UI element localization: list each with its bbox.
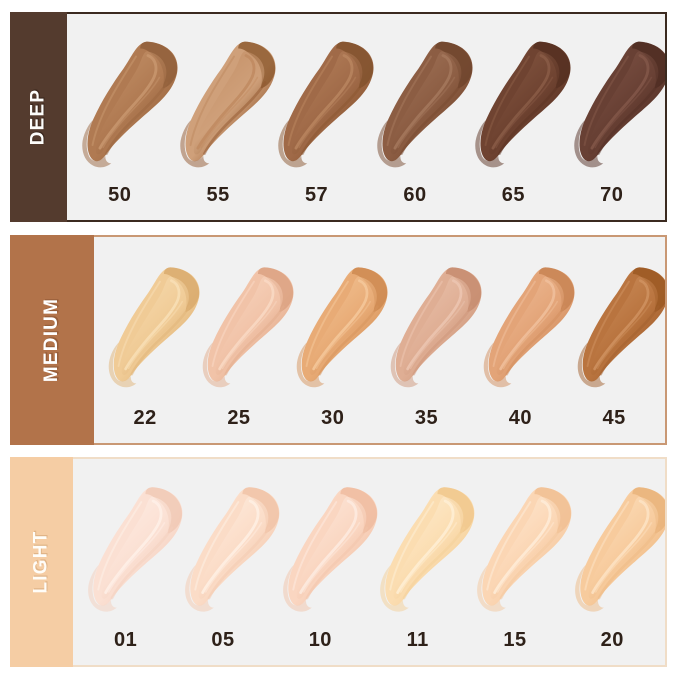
shade-swatch[interactable]: 01 xyxy=(77,459,183,665)
foundation-smear-icon xyxy=(71,20,178,183)
shade-swatch[interactable]: 70 xyxy=(563,14,665,220)
foundation-smear-icon xyxy=(366,20,473,183)
shade-swatch[interactable]: 30 xyxy=(286,237,388,443)
shade-swatch[interactable]: 40 xyxy=(473,237,575,443)
foundation-smear-icon xyxy=(98,243,200,406)
band-panel-deep: 50 55 57 60 65 70 xyxy=(66,12,667,222)
band-label-medium: MEDIUM xyxy=(10,234,95,445)
shade-swatch[interactable]: 05 xyxy=(174,459,280,665)
foundation-smear-icon xyxy=(174,465,280,628)
shade-swatch[interactable]: 57 xyxy=(267,14,374,220)
foundation-smear-icon xyxy=(466,465,572,628)
shade-swatch[interactable]: 10 xyxy=(272,459,377,665)
band-label-text: DEEP xyxy=(27,88,49,146)
foundation-smear-icon xyxy=(272,465,377,628)
swatch-row-deep: 50 55 57 60 65 70 xyxy=(67,14,665,220)
shade-number-label: 25 xyxy=(227,406,251,429)
band-panel-light: 01 05 10 11 15 20 xyxy=(73,457,667,667)
shade-number-label: 11 xyxy=(406,629,429,651)
shade-number-label: 50 xyxy=(108,184,132,206)
foundation-smear-icon xyxy=(564,465,665,628)
shade-swatch[interactable]: 50 xyxy=(71,14,178,220)
shade-swatch[interactable]: 20 xyxy=(564,459,665,665)
shade-swatch[interactable]: 60 xyxy=(366,14,473,220)
shade-swatch[interactable]: 22 xyxy=(98,237,200,443)
shade-number-label: 30 xyxy=(321,406,345,429)
shade-band-deep: DEEP 50 55 57 60 65 70 xyxy=(10,12,667,222)
shade-number-label: 10 xyxy=(308,629,332,651)
shade-swatch[interactable]: 35 xyxy=(380,237,482,443)
shade-swatch[interactable]: 25 xyxy=(192,237,294,443)
shade-number-label: 20 xyxy=(600,629,624,651)
shade-number-label: 01 xyxy=(114,629,138,651)
shade-number-label: 57 xyxy=(304,184,329,206)
shade-swatch[interactable]: 65 xyxy=(464,14,571,220)
foundation-smear-icon xyxy=(473,243,575,406)
shade-band-medium: MEDIUM 22 25 30 35 40 45 xyxy=(10,234,667,445)
swatch-row-medium: 22 25 30 35 40 45 xyxy=(94,237,666,443)
shade-swatch[interactable]: 45 xyxy=(567,237,666,443)
band-label-light: LIGHT xyxy=(10,457,73,667)
shade-number-label: 35 xyxy=(414,406,439,429)
shade-number-label: 70 xyxy=(600,184,624,206)
shade-number-label: 40 xyxy=(508,406,532,429)
foundation-smear-icon xyxy=(169,20,276,183)
band-label-deep: DEEP xyxy=(10,12,67,222)
shade-number-label: 22 xyxy=(133,406,157,429)
foundation-smear-icon xyxy=(380,243,482,406)
band-label-text: LIGHT xyxy=(30,530,52,594)
shade-number-label: 55 xyxy=(206,184,230,206)
swatch-row-light: 01 05 10 11 15 20 xyxy=(73,459,665,665)
foundation-smear-icon xyxy=(369,465,475,628)
shade-number-label: 65 xyxy=(501,184,525,206)
band-panel-medium: 22 25 30 35 40 45 xyxy=(94,234,667,445)
foundation-smear-icon xyxy=(567,243,666,406)
band-label-text: MEDIUM xyxy=(41,297,63,382)
shade-band-light: LIGHT 01 05 10 11 15 20 xyxy=(10,457,667,667)
foundation-smear-icon xyxy=(563,20,665,183)
foundation-smear-icon xyxy=(192,243,294,406)
shade-number-label: 05 xyxy=(211,629,235,651)
shade-swatch[interactable]: 11 xyxy=(369,459,475,665)
foundation-smear-icon xyxy=(286,243,388,406)
shade-number-label: 45 xyxy=(602,406,626,429)
shade-swatch[interactable]: 15 xyxy=(466,459,572,665)
shade-number-label: 60 xyxy=(403,184,427,206)
shade-number-label: 15 xyxy=(503,629,527,651)
foundation-smear-icon xyxy=(464,20,571,183)
foundation-smear-icon xyxy=(77,465,183,628)
foundation-smear-icon xyxy=(267,20,374,183)
shade-swatch[interactable]: 55 xyxy=(169,14,276,220)
